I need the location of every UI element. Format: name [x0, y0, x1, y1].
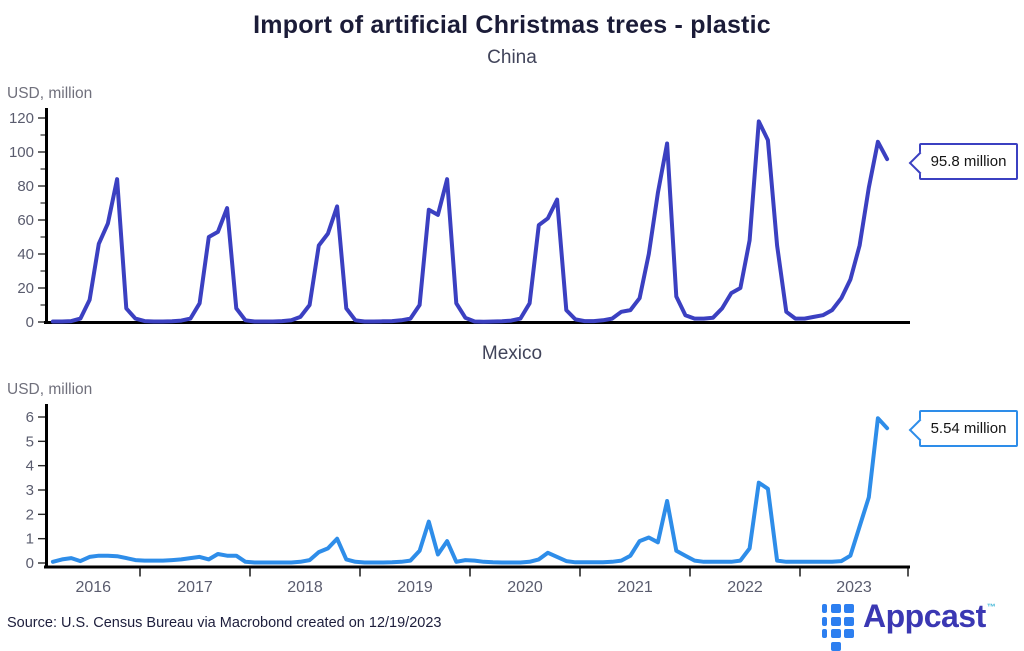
appcast-logo: Appcast ™	[822, 600, 996, 651]
appcast-grid-icon	[822, 604, 854, 651]
y-tick-label: 6	[26, 409, 34, 426]
last-value-callout-china: 95.8 million	[908, 143, 1018, 180]
y-tick-label: 0	[26, 314, 34, 331]
x-year-label: 2016	[75, 579, 111, 596]
last-value-callout-mexico: 5.54 million	[908, 410, 1018, 447]
source-note: Source: U.S. Census Bureau via Macrobond…	[7, 615, 442, 631]
x-year-label: 2021	[617, 579, 653, 596]
y-axis-unit-label-mexico: USD, million	[7, 381, 93, 398]
trademark-symbol: ™	[986, 602, 996, 612]
y-tick-label: 2	[26, 506, 34, 523]
y-tick-label: 1	[26, 531, 34, 548]
panel-title-china: China	[487, 47, 537, 68]
data-line-china	[50, 119, 890, 324]
y-tick-label: 5	[26, 433, 34, 450]
y-tick-label: 60	[17, 212, 34, 229]
page-title: Import of artificial Christmas trees - p…	[253, 11, 771, 39]
y-axis-unit-label-china: USD, million	[7, 85, 93, 102]
callout-text-china: 95.8 million	[928, 153, 1009, 170]
y-tick-label: 100	[9, 144, 34, 161]
y-tick-label: 120	[9, 110, 34, 127]
x-year-label: 2018	[287, 579, 323, 596]
x-year-label: 2023	[836, 579, 872, 596]
y-tick-label: 40	[17, 246, 34, 263]
x-year-label: 2019	[397, 579, 433, 596]
callout-text-mexico: 5.54 million	[928, 420, 1009, 437]
y-tick-label: 80	[17, 178, 34, 195]
x-year-label: 2017	[177, 579, 213, 596]
y-tick-label: 3	[26, 482, 34, 499]
appcast-wordmark: Appcast	[863, 598, 986, 634]
y-tick-label: 0	[26, 555, 34, 572]
y-tick-label: 4	[26, 458, 34, 475]
data-line-mexico	[50, 416, 890, 565]
y-tick-label: 20	[17, 280, 34, 297]
panel-title-mexico: Mexico	[481, 343, 543, 364]
x-year-label: 2022	[727, 579, 763, 596]
x-year-label: 2020	[507, 579, 543, 596]
